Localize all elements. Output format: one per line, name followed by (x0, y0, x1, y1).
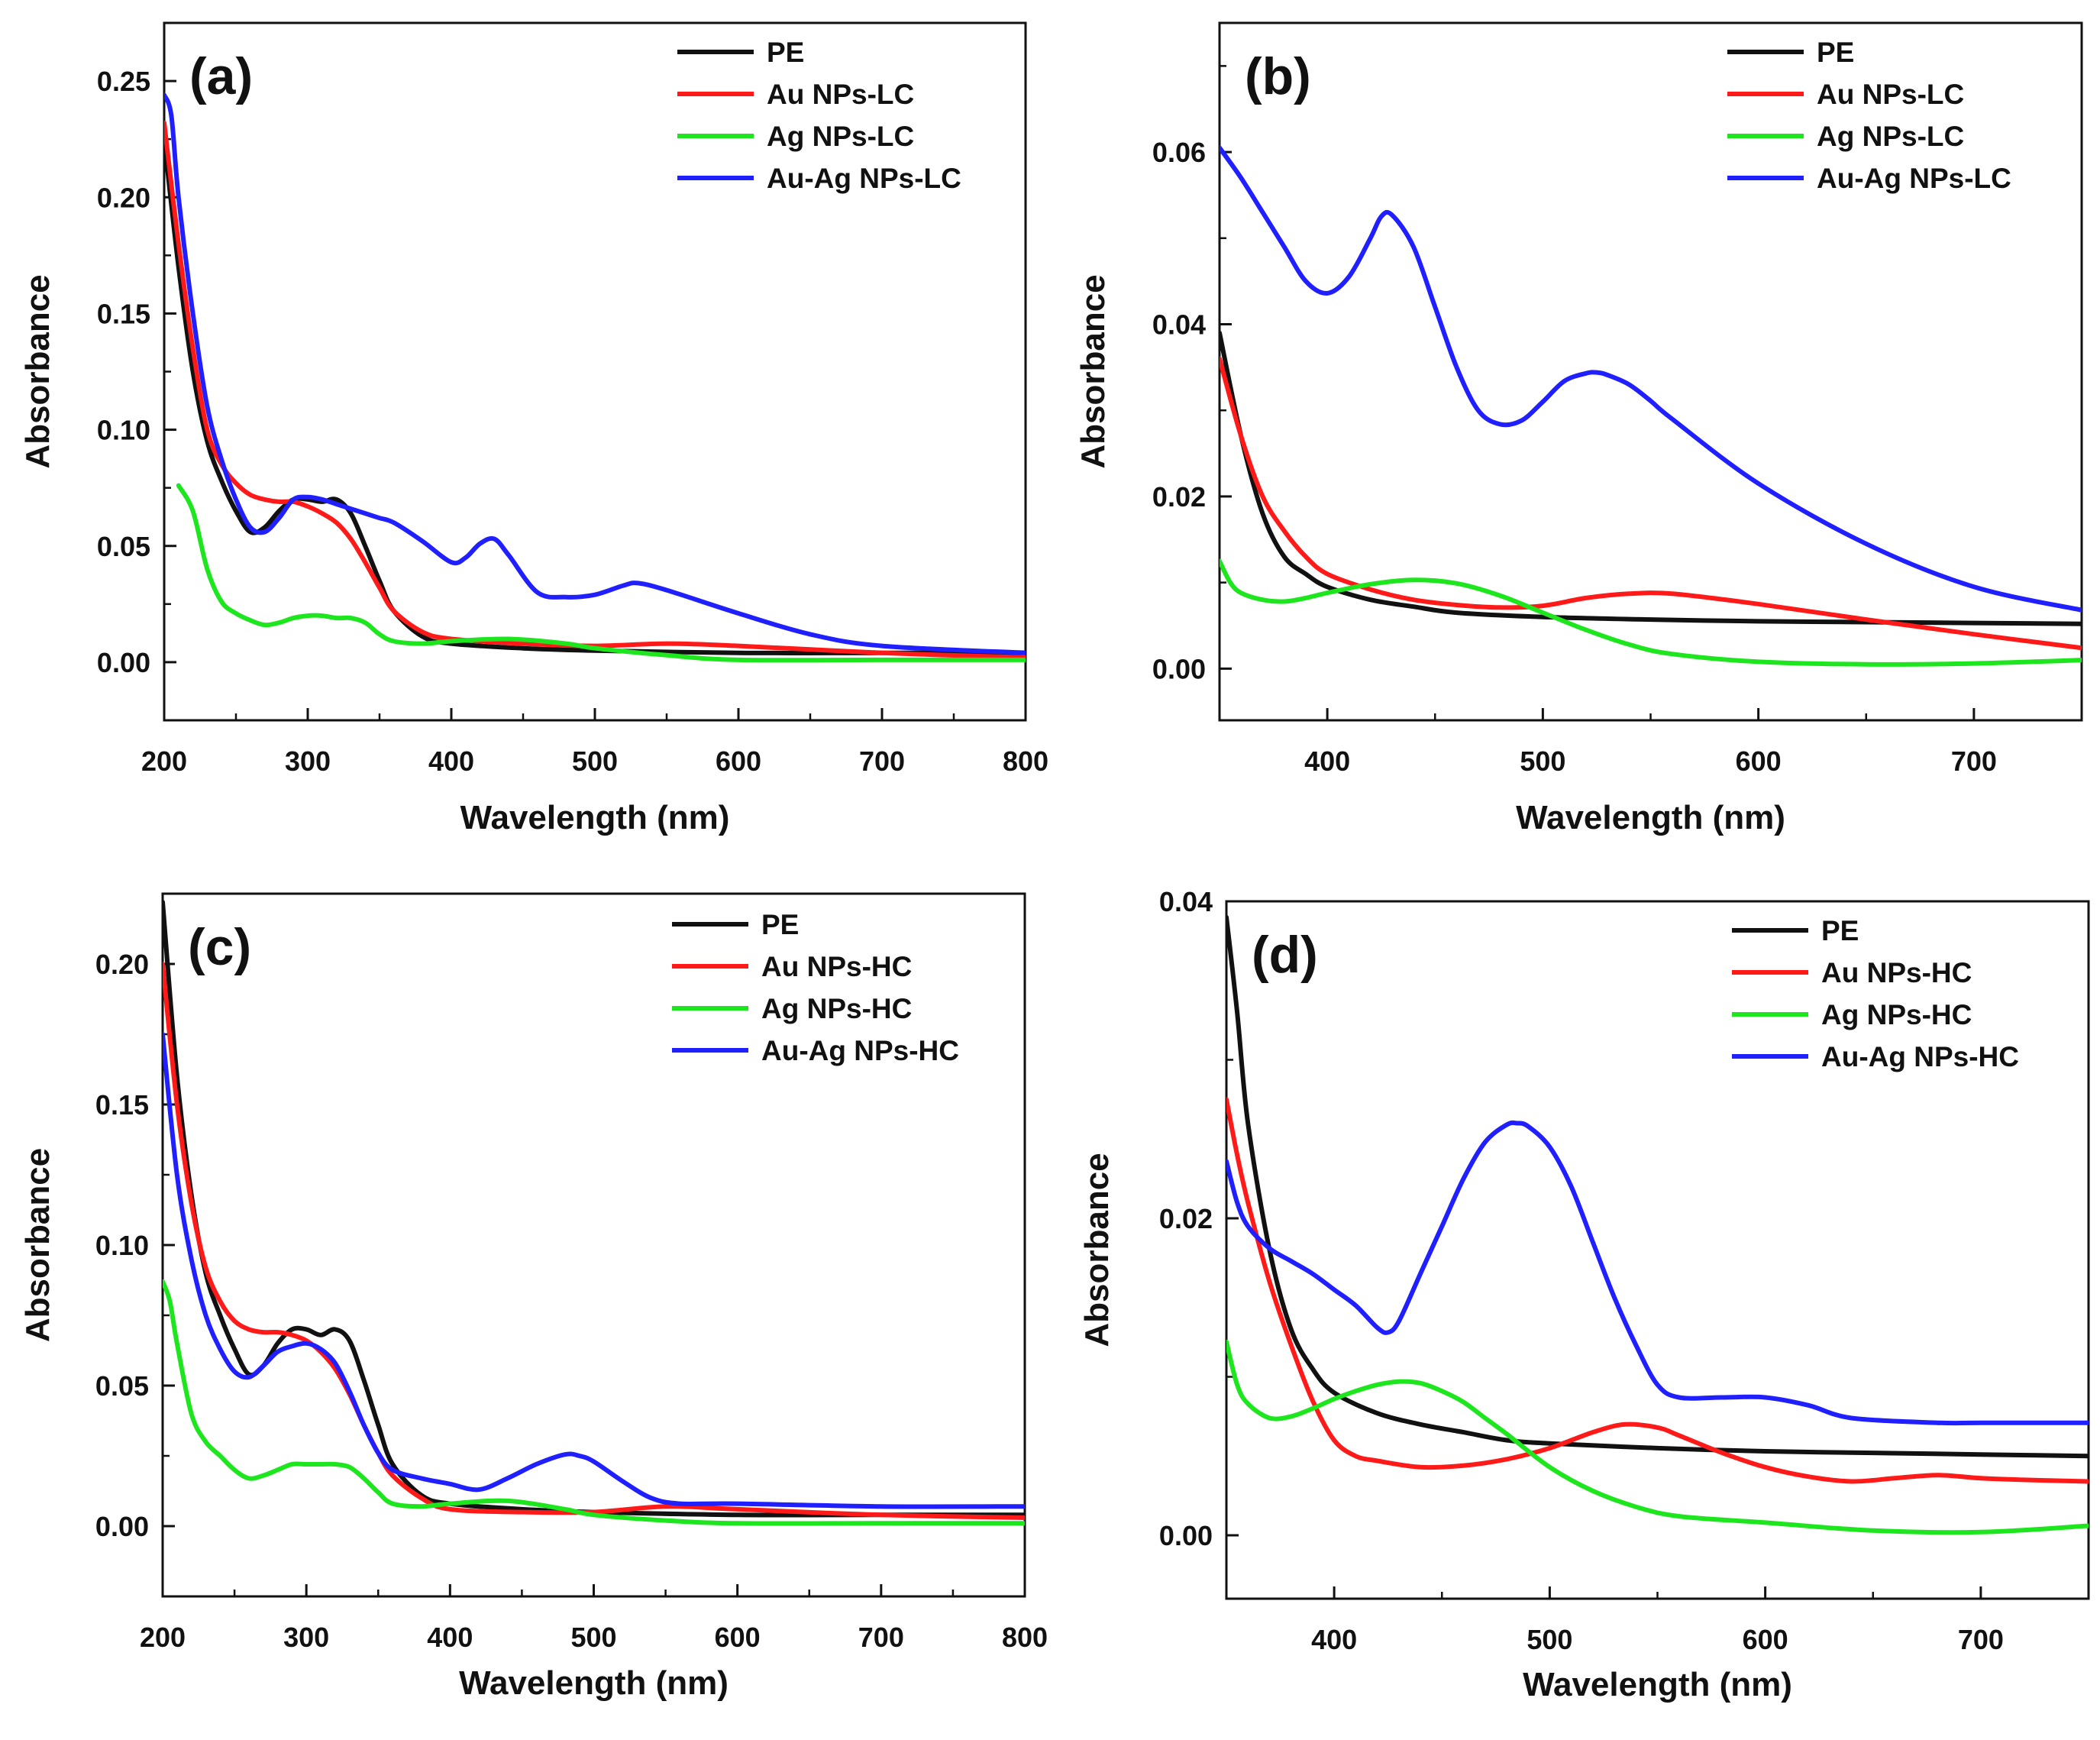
legend-label-ag-nps-hc: Ag NPs-HC (761, 993, 912, 1024)
x-tick-label: 400 (428, 745, 474, 777)
x-tick-label: 600 (715, 1622, 761, 1653)
panel-label: (a) (189, 47, 253, 105)
legend-label-au-ag-nps-lc: Au-Ag NPs-LC (1817, 163, 2011, 194)
legend-label-ag-nps-lc: Ag NPs-LC (767, 121, 914, 152)
legend-label-au-nps-hc: Au NPs-HC (1821, 957, 1972, 988)
x-tick-label: 400 (427, 1622, 473, 1653)
y-tick-label: 0.15 (95, 1089, 149, 1121)
y-tick-label: 0.00 (95, 1511, 149, 1542)
legend: PE Au NPs-HC Ag NPs-HC Au-Ag NPs-HC (1732, 915, 2019, 1072)
x-tick-label: 500 (1520, 745, 1565, 777)
x-tick-label: 800 (1002, 1622, 1048, 1653)
x-tick-label: 300 (285, 745, 331, 777)
panel-label: (b) (1245, 47, 1311, 105)
chart-panel-a: 200 300 400 500 600 700 800 0.00 0.05 0.10 0.15 0.2… (19, 21, 1048, 836)
series-line-ag-nps-lc (176, 483, 1026, 663)
x-tick-label: 500 (572, 745, 618, 777)
x-tick-label: 200 (141, 745, 187, 777)
legend: PE Au NPs-HC Ag NPs-HC Au-Ag NPs-HC (672, 909, 959, 1066)
series-line-au-nps-lc (164, 120, 1026, 660)
y-axis-title: Absorbance (19, 274, 57, 468)
series-line-au-ag-nps-hc (163, 1032, 1025, 1509)
series-line-au-ag-nps-lc (1220, 145, 2082, 613)
x-tick-label: 200 (140, 1622, 186, 1653)
x-axis-title: Wavelength (nm) (460, 799, 730, 836)
legend-label-au-ag-nps-hc: Au-Ag NPs-HC (1821, 1041, 2019, 1072)
y-tick-label: 0.00 (1152, 653, 1206, 684)
x-tick-label: 700 (1951, 745, 1997, 777)
x-tick-label: 400 (1311, 1624, 1357, 1655)
legend-label-pe: PE (1821, 915, 1859, 946)
x-tick-label: 700 (859, 745, 905, 777)
x-tick-label: 800 (1003, 745, 1048, 777)
chart-panel-c: 200 300 400 500 600 700 800 0.00 0.05 0.10 0.15 0.2… (19, 892, 1048, 1702)
series-line-pe (1220, 330, 2082, 626)
series-line-ag-nps-hc (1226, 1339, 2089, 1535)
series-line-pe (164, 137, 1026, 655)
x-axis-title: Wavelength (nm) (1523, 1666, 1792, 1703)
y-axis-title: Absorbance (19, 1148, 57, 1342)
legend-label-au-nps-hc: Au NPs-HC (761, 951, 912, 982)
x-tick-label: 700 (858, 1622, 904, 1653)
chart-panel-b: 400 500 600 700 0.00 0.02 0.04 0.06 Wavelength (… (1074, 21, 2083, 836)
series-group (1220, 145, 2082, 667)
y-tick-label: 0.02 (1152, 481, 1206, 513)
series-group (1226, 914, 2089, 1535)
legend-label-ag-nps-hc: Ag NPs-HC (1821, 999, 1972, 1030)
series-line-ag-nps-lc (1220, 558, 2082, 667)
panel-label: (d) (1252, 926, 1318, 984)
y-tick-label: 0.25 (97, 66, 150, 97)
series-line-ag-nps-hc (163, 1279, 1025, 1526)
y-tick-label: 0.05 (97, 531, 150, 562)
y-tick-label: 0.20 (97, 182, 150, 213)
series-group (164, 92, 1026, 663)
series-line-au-nps-hc (1226, 1097, 2089, 1484)
y-tick-label: 0.00 (97, 647, 150, 678)
y-tick-label: 0.20 (95, 949, 149, 980)
y-tick-label: 0.05 (95, 1370, 149, 1402)
y-tick-label: 0.02 (1159, 1203, 1213, 1234)
legend-label-au-nps-lc: Au NPs-LC (767, 79, 914, 110)
legend-label-ag-nps-lc: Ag NPs-LC (1817, 121, 1964, 152)
legend-label-pe: PE (1817, 37, 1854, 68)
series-line-au-ag-nps-hc (1226, 1120, 2089, 1426)
y-tick-label: 0.04 (1159, 886, 1213, 917)
y-axis-title: Absorbance (1078, 1153, 1116, 1347)
legend-label-au-nps-lc: Au NPs-LC (1817, 79, 1964, 110)
x-tick-label: 400 (1304, 745, 1350, 777)
panel-label: (c) (188, 918, 251, 976)
legend-label-au-ag-nps-lc: Au-Ag NPs-LC (767, 163, 961, 194)
x-tick-label: 500 (1527, 1624, 1572, 1655)
x-axis-title: Wavelength (nm) (1516, 799, 1785, 836)
chart-panel-d: 400 500 600 700 0.00 0.02 0.04 Wavelength (nm) A… (1078, 886, 2090, 1703)
series-line-pe (1226, 914, 2089, 1459)
x-tick-label: 600 (1743, 1624, 1788, 1655)
x-axis-title: Wavelength (nm) (459, 1664, 729, 1702)
legend-label-pe: PE (761, 909, 799, 940)
series-group (163, 900, 1025, 1526)
x-tick-label: 500 (570, 1622, 616, 1653)
x-tick-label: 600 (1736, 745, 1782, 777)
y-tick-label: 0.10 (95, 1230, 149, 1261)
legend: PE Au NPs-LC Ag NPs-LC Au-Ag NPs-LC (1727, 37, 2011, 194)
y-tick-label: 0.04 (1152, 309, 1206, 341)
y-axis-title: Absorbance (1074, 274, 1112, 468)
y-tick-label: 0.06 (1152, 137, 1206, 168)
y-tick-label: 0.10 (97, 415, 150, 446)
legend: PE Au NPs-LC Ag NPs-LC Au-Ag NPs-LC (677, 37, 961, 194)
legend-label-au-ag-nps-hc: Au-Ag NPs-HC (761, 1035, 959, 1066)
series-line-au-nps-lc (1220, 356, 2082, 651)
y-tick-label: 0.00 (1159, 1520, 1213, 1551)
legend-label-pe: PE (767, 37, 804, 68)
x-tick-label: 300 (283, 1622, 329, 1653)
x-tick-label: 700 (1958, 1624, 2004, 1655)
y-tick-label: 0.15 (97, 298, 150, 329)
x-tick-label: 600 (716, 745, 761, 777)
series-line-au-ag-nps-lc (164, 92, 1026, 655)
